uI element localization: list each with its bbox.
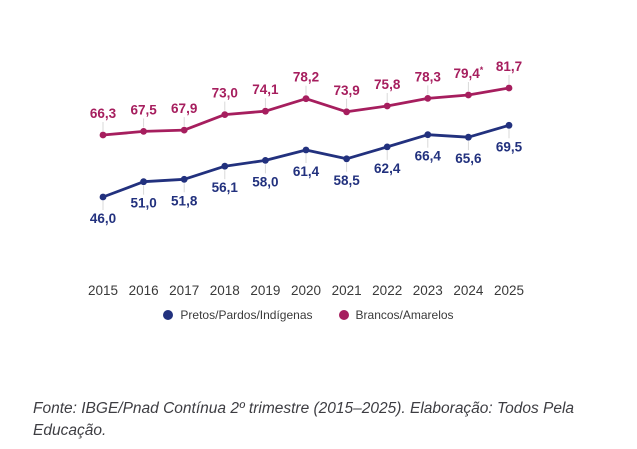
svg-text:78,2: 78,2 <box>293 70 319 85</box>
legend-label: Brancos/Amarelos <box>355 308 454 322</box>
svg-text:2024: 2024 <box>453 283 484 298</box>
legend-item-pretos-pardos-indigenas: Pretos/Pardos/Indígenas <box>163 308 313 322</box>
svg-text:2015: 2015 <box>88 283 118 298</box>
line-chart: 46,0 51,0 51,8 56,1 58,0 61,4 58,5 62,4 66,4 65,6… <box>88 59 524 298</box>
svg-text:2016: 2016 <box>129 283 159 298</box>
svg-text:2023: 2023 <box>413 283 443 298</box>
svg-text:67,9: 67,9 <box>171 101 197 116</box>
svg-text:73,9: 73,9 <box>333 83 359 98</box>
svg-text:67,5: 67,5 <box>130 102 157 117</box>
svg-text:75,8: 75,8 <box>374 77 401 92</box>
chart-legend: Pretos/Pardos/Indígenas Brancos/Amarelos <box>0 308 617 322</box>
svg-text:46,0: 46,0 <box>90 211 116 226</box>
svg-text:78,3: 78,3 <box>415 69 442 84</box>
svg-text:2021: 2021 <box>332 283 362 298</box>
svg-text:66,3: 66,3 <box>90 106 117 121</box>
svg-text:51,0: 51,0 <box>130 196 156 211</box>
svg-text:65,6: 65,6 <box>455 151 482 166</box>
source-note: Fonte: IBGE/Pnad Contínua 2º trimestre (… <box>33 400 575 439</box>
svg-text:2018: 2018 <box>210 283 240 298</box>
svg-text:2020: 2020 <box>291 283 321 298</box>
svg-text:2017: 2017 <box>169 283 199 298</box>
svg-text:61,4: 61,4 <box>293 164 320 179</box>
svg-text:2019: 2019 <box>250 283 280 298</box>
legend-item-brancos-amarelos: Brancos/Amarelos <box>338 308 454 322</box>
legend-label: Pretos/Pardos/Indígenas <box>180 308 313 322</box>
svg-text:66,4: 66,4 <box>415 149 442 164</box>
svg-text:73,0: 73,0 <box>212 86 238 101</box>
svg-text:2025: 2025 <box>494 283 524 298</box>
svg-text:2022: 2022 <box>372 283 402 298</box>
svg-text:51,8: 51,8 <box>171 193 198 208</box>
svg-text:69,5: 69,5 <box>496 139 523 154</box>
svg-text:58,0: 58,0 <box>252 174 278 189</box>
svg-text:81,7: 81,7 <box>496 59 522 74</box>
legend-dot-icon <box>338 310 349 320</box>
svg-text:74,1: 74,1 <box>252 82 279 97</box>
svg-text:79,4*: 79,4* <box>454 65 484 81</box>
svg-text:56,1: 56,1 <box>212 180 239 195</box>
legend-dot-icon <box>163 310 174 320</box>
svg-text:62,4: 62,4 <box>374 161 401 176</box>
svg-text:58,5: 58,5 <box>333 173 360 188</box>
